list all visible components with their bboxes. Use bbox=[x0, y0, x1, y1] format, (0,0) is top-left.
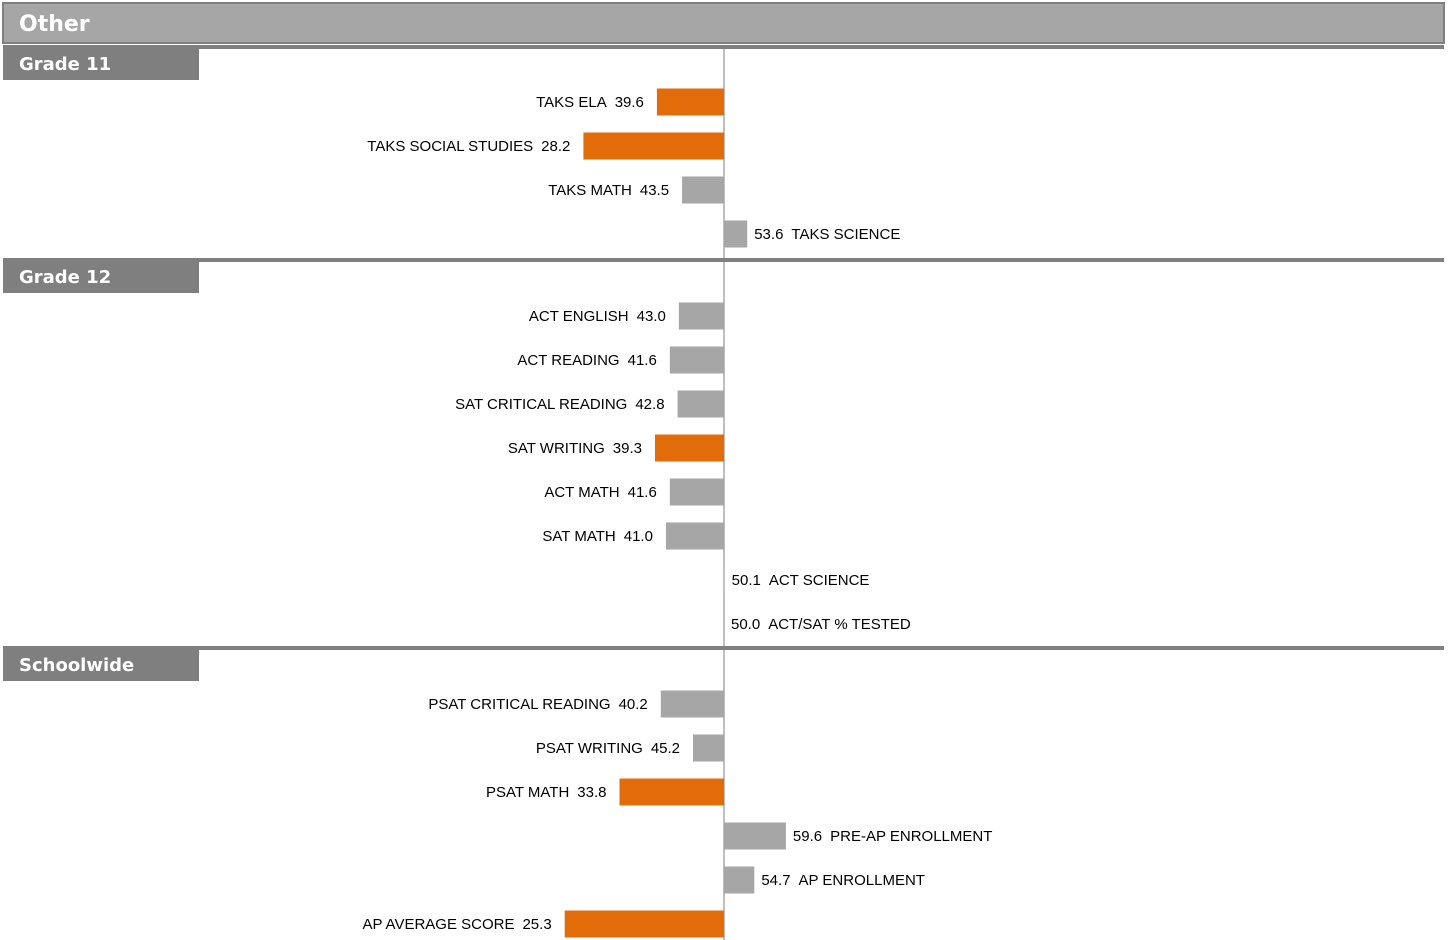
bar-label-taks-science: 53.6 TAKS SCIENCE bbox=[754, 226, 900, 243]
bar-label-sat-critical-reading: SAT CRITICAL READING 42.8 bbox=[455, 396, 664, 413]
category-label: SAT WRITING bbox=[508, 440, 605, 457]
page-title: Other bbox=[19, 12, 90, 37]
section-divider-grade-11 bbox=[3, 45, 1444, 49]
section-divider-grade-12 bbox=[3, 258, 1444, 262]
value-label: 33.8 bbox=[577, 784, 606, 801]
section-tab-grade-11 bbox=[3, 45, 199, 80]
bar-label-psat-writing: PSAT WRITING 45.2 bbox=[536, 740, 680, 757]
bar-label-psat-critical-reading: PSAT CRITICAL READING 40.2 bbox=[428, 696, 647, 713]
bar-ap-average-score bbox=[564, 910, 724, 938]
category-label: PSAT CRITICAL READING bbox=[428, 696, 610, 713]
category-label: ACT READING bbox=[517, 352, 619, 369]
bar-label-psat-math: PSAT MATH 33.8 bbox=[486, 784, 607, 801]
bar-label-act-science: 50.1 ACT SCIENCE bbox=[732, 572, 870, 589]
bar-psat-critical-reading bbox=[660, 690, 724, 718]
bar-act-science bbox=[724, 566, 725, 594]
category-label: TAKS MATH bbox=[548, 182, 632, 199]
page-title-bar bbox=[2, 2, 1445, 44]
category-label: SAT MATH bbox=[542, 528, 615, 545]
bar-taks-math bbox=[682, 176, 724, 204]
bar-taks-ela bbox=[656, 88, 724, 116]
category-label: AP AVERAGE SCORE bbox=[362, 916, 514, 933]
bar-sat-critical-reading bbox=[677, 390, 724, 418]
bar-act-reading bbox=[669, 346, 724, 374]
category-label: ACT/SAT % TESTED bbox=[768, 616, 911, 633]
value-label: 39.3 bbox=[613, 440, 642, 457]
value-label: 40.2 bbox=[619, 696, 648, 713]
bar-psat-math bbox=[619, 778, 724, 806]
bar-label-sat-writing: SAT WRITING 39.3 bbox=[508, 440, 642, 457]
value-label: 59.6 bbox=[793, 828, 822, 845]
bar-act-math bbox=[669, 478, 724, 506]
bar-label-act-english: ACT ENGLISH 43.0 bbox=[529, 308, 666, 325]
section-title-grade-11: Grade 11 bbox=[19, 54, 111, 75]
value-label: 28.2 bbox=[541, 138, 570, 155]
category-label: SAT CRITICAL READING bbox=[455, 396, 627, 413]
value-label: 41.6 bbox=[628, 484, 657, 501]
value-label: 50.0 bbox=[731, 616, 760, 633]
category-label: TAKS SOCIAL STUDIES bbox=[367, 138, 533, 155]
category-label: TAKS SCIENCE bbox=[791, 226, 900, 243]
value-label: 41.0 bbox=[624, 528, 653, 545]
category-label: ACT MATH bbox=[544, 484, 619, 501]
section-title-grade-12: Grade 12 bbox=[19, 267, 111, 288]
bar-label-taks-social-studies: TAKS SOCIAL STUDIES 28.2 bbox=[367, 138, 570, 155]
bar-sat-writing bbox=[654, 434, 724, 462]
value-label: 53.6 bbox=[754, 226, 783, 243]
category-label: PSAT WRITING bbox=[536, 740, 643, 757]
category-label: PSAT MATH bbox=[486, 784, 569, 801]
category-label: TAKS ELA bbox=[536, 94, 607, 111]
value-label: 43.5 bbox=[640, 182, 669, 199]
section-divider-schoolwide bbox=[3, 646, 1444, 650]
bar-pre-ap-enrollment bbox=[724, 822, 786, 850]
category-label: ACT SCIENCE bbox=[769, 572, 870, 589]
bar-label-act-math: ACT MATH 41.6 bbox=[544, 484, 656, 501]
bar-act-english bbox=[678, 302, 724, 330]
bar-label-ap-average-score: AP AVERAGE SCORE 25.3 bbox=[362, 916, 551, 933]
value-label: 45.2 bbox=[651, 740, 680, 757]
value-label: 25.3 bbox=[522, 916, 551, 933]
bar-label-pre-ap-enrollment: 59.6 PRE-AP ENROLLMENT bbox=[793, 828, 992, 845]
value-label: 50.1 bbox=[732, 572, 761, 589]
section-title-schoolwide: Schoolwide bbox=[19, 655, 134, 676]
category-label: ACT ENGLISH bbox=[529, 308, 629, 325]
bar-label-taks-math: TAKS MATH 43.5 bbox=[548, 182, 669, 199]
bar-label-act-reading: ACT READING 41.6 bbox=[517, 352, 656, 369]
bar-sat-math bbox=[665, 522, 724, 550]
category-label: AP ENROLLMENT bbox=[799, 872, 925, 889]
value-label: 39.6 bbox=[615, 94, 644, 111]
bar-taks-science bbox=[724, 220, 748, 248]
bar-label-taks-ela: TAKS ELA 39.6 bbox=[536, 94, 644, 111]
value-label: 42.8 bbox=[635, 396, 664, 413]
bar-ap-enrollment bbox=[724, 866, 755, 894]
bar-psat-writing bbox=[693, 734, 724, 762]
bar-taks-social-studies bbox=[583, 132, 724, 160]
bar-label-sat-math: SAT MATH 41.0 bbox=[542, 528, 653, 545]
value-label: 41.6 bbox=[628, 352, 657, 369]
section-tab-schoolwide bbox=[3, 646, 199, 681]
value-label: 54.7 bbox=[761, 872, 790, 889]
bar-label-ap-enrollment: 54.7 AP ENROLLMENT bbox=[761, 872, 925, 889]
section-tab-grade-12 bbox=[3, 258, 199, 293]
value-label: 43.0 bbox=[637, 308, 666, 325]
category-label: PRE-AP ENROLLMENT bbox=[830, 828, 992, 845]
bar-label-act-sat-tested: 50.0 ACT/SAT % TESTED bbox=[731, 616, 911, 633]
